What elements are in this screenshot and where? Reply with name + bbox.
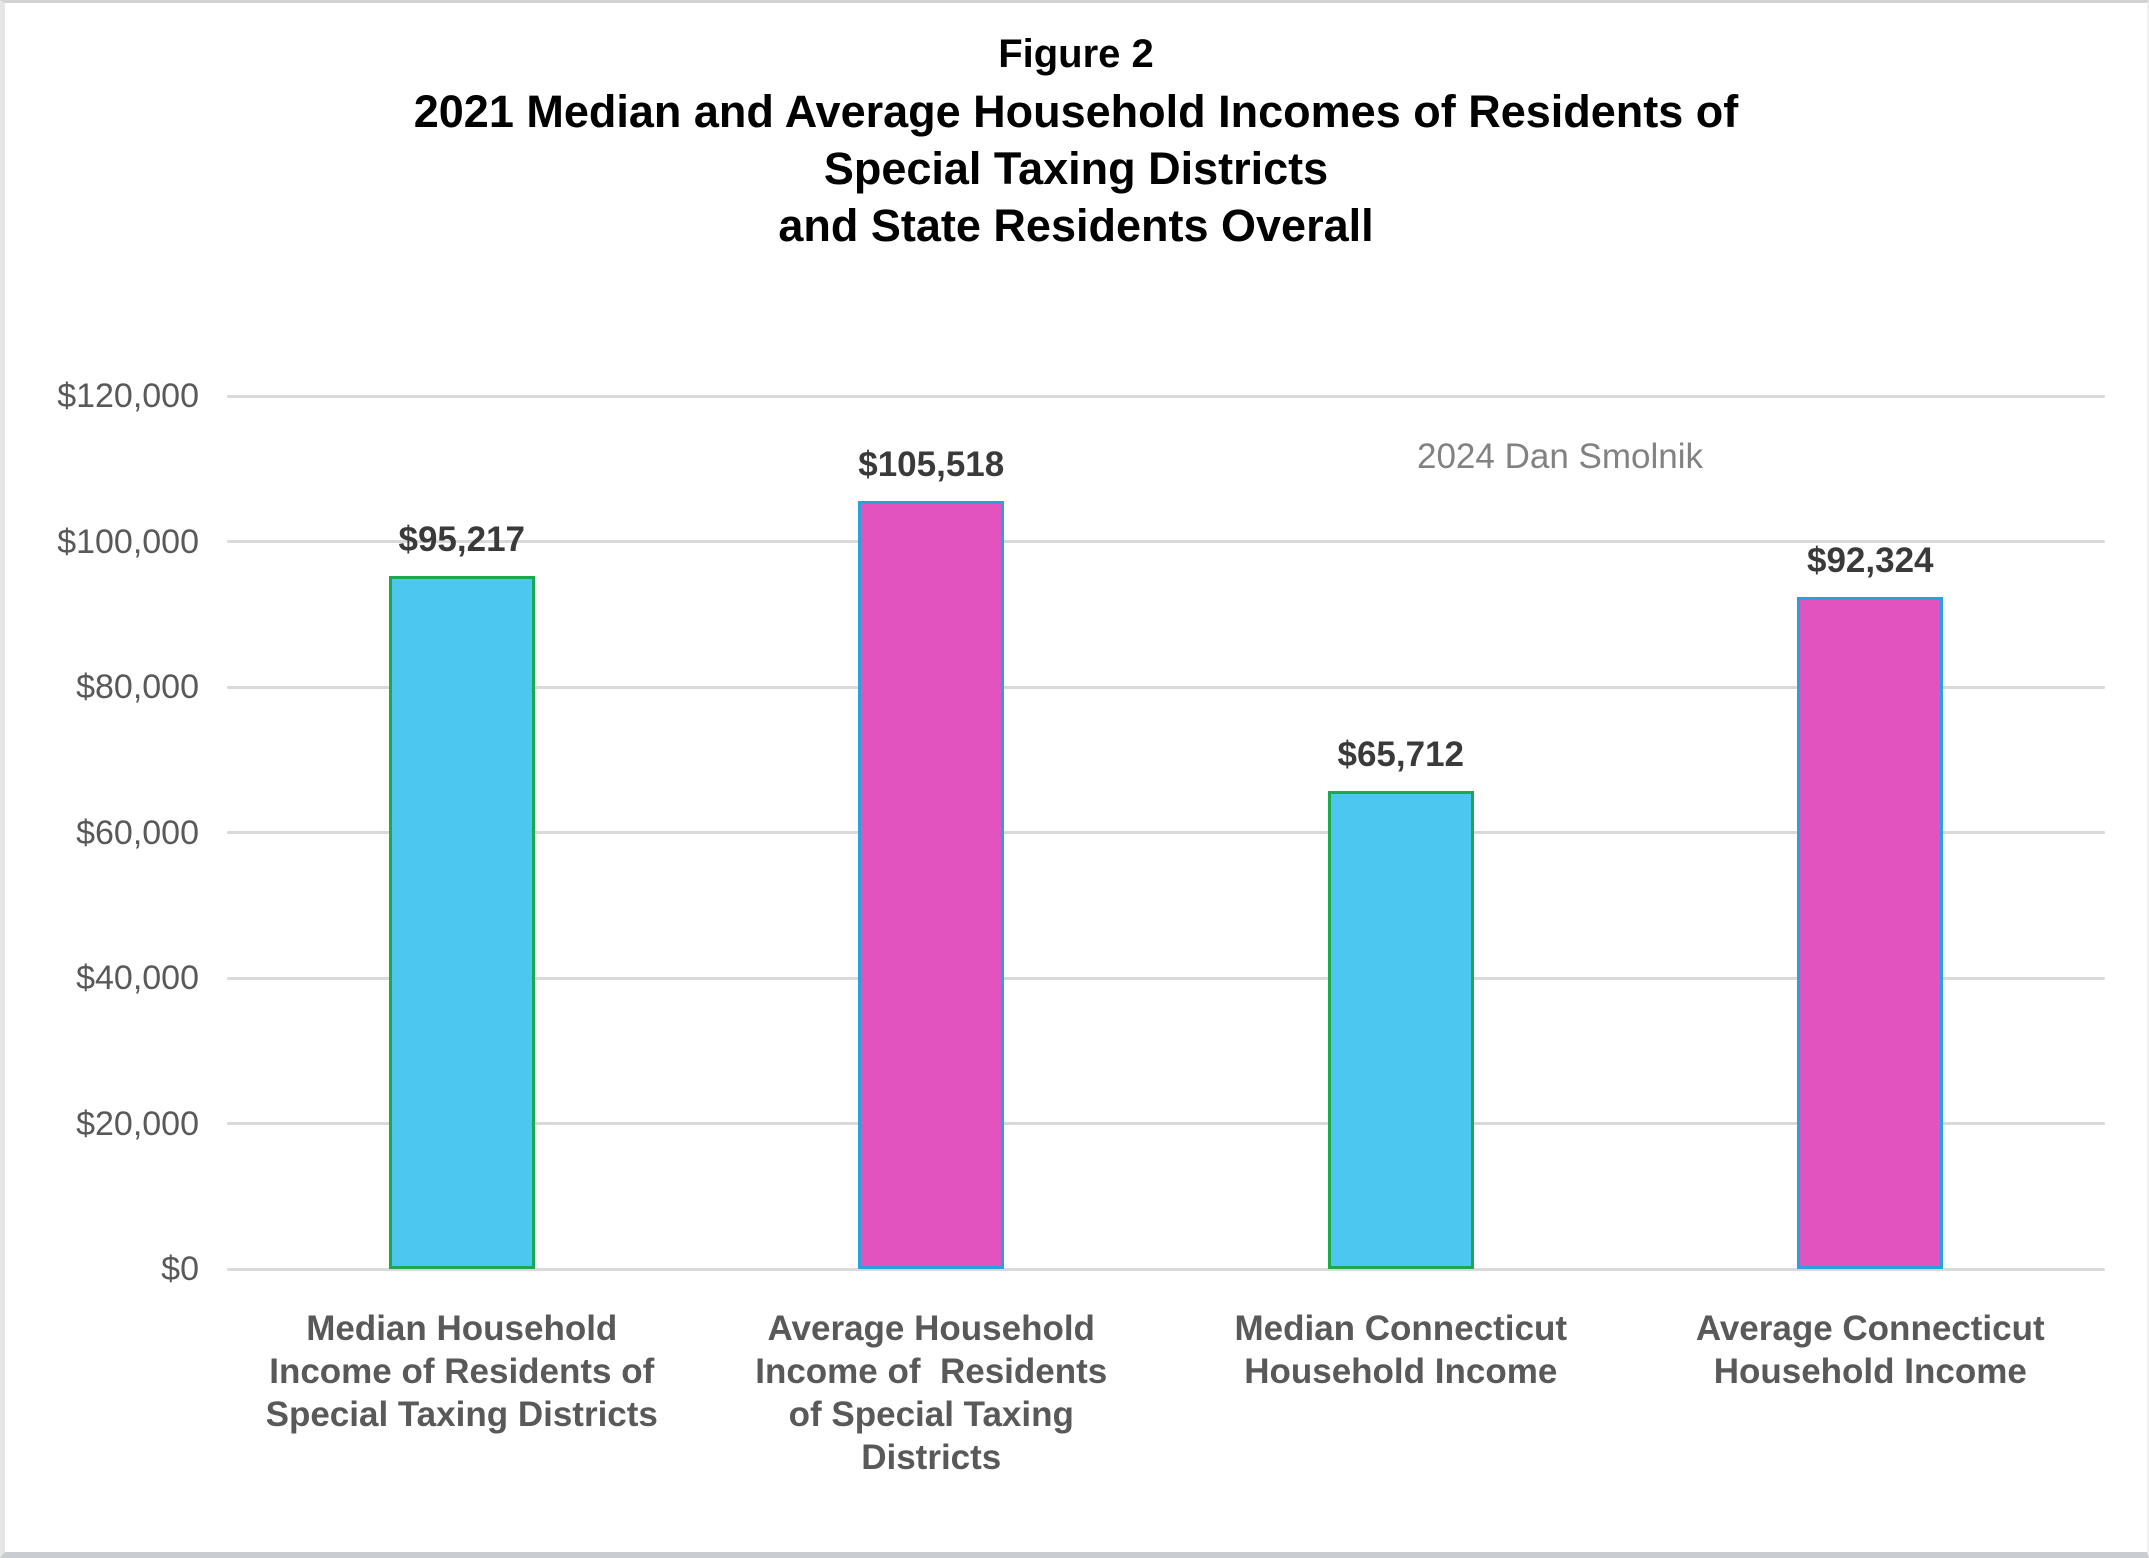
x-axis-category-label-line: Income of Residents	[755, 1352, 1108, 1391]
y-axis-tick-label: $60,000	[76, 813, 199, 852]
x-axis-category-label-line: Median Household	[306, 1309, 618, 1348]
chart-title: 2021 Median and Average Household Income…	[5, 83, 2147, 254]
x-axis-category-label: Average Household Income of Residents of S…	[691, 1307, 1171, 1479]
gridline	[227, 1267, 2105, 1271]
y-axis-tick-label: $120,000	[57, 377, 199, 415]
gridline	[227, 1122, 2105, 1125]
bar-2	[858, 501, 1005, 1269]
chart-title-line: and State Residents Overall	[778, 200, 1374, 251]
plot-area: $120,000 $100,000 $80,000 $60,000 $40,000 $20…	[57, 377, 2105, 1477]
x-axis-category-label-line: Median Connecticut	[1234, 1309, 1568, 1348]
bar-value-label: $95,217	[398, 520, 526, 560]
chart-title-line: Special Taxing Districts	[823, 143, 1329, 194]
bar-value-label: $105,518	[858, 445, 1005, 485]
y-axis-tick-label: $0	[161, 1250, 199, 1288]
x-axis-category-label-line: Districts	[861, 1438, 1002, 1477]
x-axis-category-label: Median Connecticut Household Income	[1161, 1307, 1641, 1393]
gridline	[227, 394, 2105, 398]
figure-label: Figure 2	[998, 32, 1154, 76]
x-axis-category-label: Average Connecticut Household Income	[1630, 1307, 2110, 1393]
gridline	[227, 685, 2105, 689]
watermark-text: 2024 Dan Smolnik	[1417, 437, 1703, 476]
y-axis-tick-label: $20,000	[76, 1104, 199, 1143]
bar-1	[388, 576, 535, 1269]
bar-value-label: $65,712	[1337, 734, 1465, 774]
x-axis-category-label: Median Household Income of Residents of Sp…	[222, 1307, 702, 1436]
x-axis-category-label-line: Special Taxing Districts	[265, 1395, 658, 1434]
gridline	[227, 831, 2105, 834]
x-axis-category-label-line: Household Income	[1244, 1352, 1558, 1391]
chart-title-block: Figure 2 2021 Median and Average Househo…	[5, 25, 2147, 254]
gridline	[227, 976, 2105, 980]
x-axis-category-label-line: Household Income	[1713, 1352, 2027, 1391]
x-axis-category-label-line: Average Connecticut	[1695, 1309, 2045, 1348]
chart-title-line: 2021 Median and Average Household Income…	[413, 86, 1739, 137]
x-axis-category-label-line: Income of Residents of	[269, 1352, 655, 1391]
bar-3	[1327, 790, 1474, 1269]
gridline	[227, 540, 2105, 543]
y-axis-tick-label: $80,000	[76, 668, 199, 706]
bar-value-label: $92,324	[1806, 541, 1934, 581]
x-axis-category-label-line: Average Household	[767, 1309, 1095, 1348]
y-axis-tick-label: $100,000	[57, 522, 199, 561]
y-axis-tick-label: $40,000	[76, 959, 199, 997]
x-axis-category-label-line: of Special Taxing	[788, 1395, 1074, 1434]
bar-4	[1797, 597, 1944, 1269]
